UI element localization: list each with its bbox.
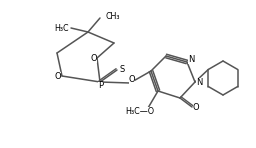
Text: CH₃: CH₃ bbox=[105, 12, 120, 21]
Text: O: O bbox=[129, 74, 135, 83]
Text: O: O bbox=[193, 103, 199, 112]
Text: N: N bbox=[188, 54, 194, 63]
Text: H₃C: H₃C bbox=[55, 24, 69, 33]
Text: O: O bbox=[55, 71, 61, 81]
Text: H₃C—O: H₃C—O bbox=[125, 107, 155, 115]
Text: S: S bbox=[119, 65, 125, 74]
Text: N: N bbox=[196, 78, 202, 86]
Text: O: O bbox=[91, 53, 97, 62]
Text: P: P bbox=[99, 82, 104, 90]
